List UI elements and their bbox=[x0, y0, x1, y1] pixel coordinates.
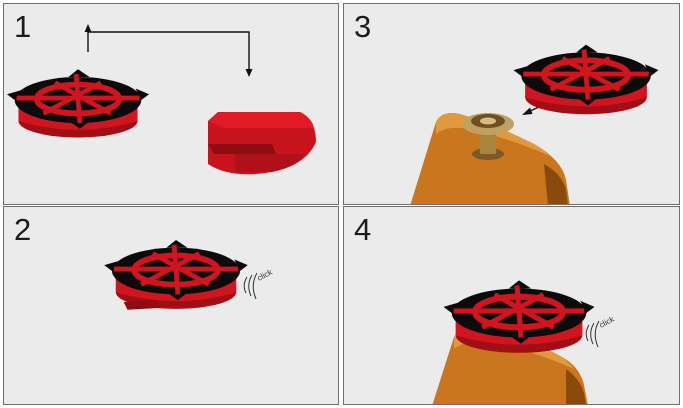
strap-lock-cap-icon bbox=[513, 45, 658, 115]
step-1-panel: 1 bbox=[3, 3, 339, 205]
cap-clip-part-icon bbox=[208, 112, 316, 175]
click-label: click bbox=[256, 267, 275, 283]
strap-button-icon bbox=[462, 113, 514, 160]
arrow-down-icon bbox=[87, 29, 253, 77]
step-number: 1 bbox=[14, 9, 32, 44]
strap-lock-cap-icon bbox=[444, 280, 595, 352]
step-2-panel: 2 click bbox=[3, 206, 339, 405]
click-label: click bbox=[598, 314, 617, 330]
strap-lock-cap-icon bbox=[104, 240, 248, 310]
step-number: 4 bbox=[354, 212, 372, 247]
step-3-panel: 3 bbox=[343, 3, 680, 205]
step-2-illustration: click bbox=[4, 207, 275, 405]
step-3-illustration bbox=[410, 4, 680, 204]
step-number: 2 bbox=[14, 212, 32, 247]
step-number: 3 bbox=[354, 9, 372, 44]
step-4-illustration: click bbox=[432, 207, 617, 404]
click-sound-icon: click bbox=[585, 314, 617, 348]
click-sound-icon: click bbox=[243, 267, 275, 300]
step-4-panel: 4 click bbox=[343, 206, 680, 405]
step-1-illustration bbox=[4, 24, 316, 175]
strap-lock-cap-icon bbox=[7, 69, 149, 137]
arrow-up-icon bbox=[84, 24, 92, 52]
